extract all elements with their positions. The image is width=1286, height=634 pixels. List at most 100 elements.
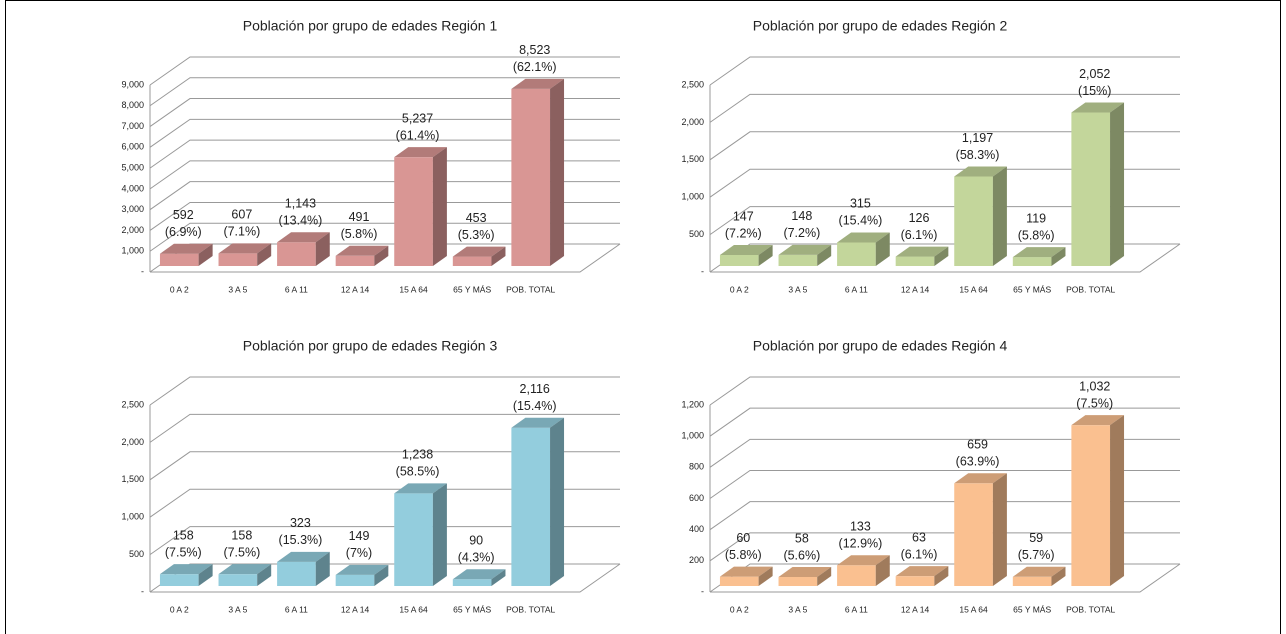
grid-line: [709, 206, 1180, 236]
chart-title: Población por grupo de edades Región 1: [243, 18, 498, 34]
y-tick-label: -: [701, 586, 704, 596]
bar-top: [954, 166, 1007, 177]
bar: [719, 245, 773, 266]
bar-top: [511, 78, 565, 89]
y-tick-label: -: [141, 266, 144, 276]
y-tick-label: -: [701, 266, 704, 276]
value-label: 5,237: [402, 111, 433, 125]
bar-top: [335, 564, 389, 575]
percent-label: (63.9%): [956, 455, 1000, 469]
bar: [452, 246, 506, 266]
bar-top: [511, 417, 565, 428]
bar: [837, 232, 890, 266]
bar-front: [954, 176, 993, 266]
grid-line: [709, 56, 1180, 86]
percent-label: (15.4%): [839, 214, 883, 228]
value-label: 158: [173, 528, 194, 542]
x-tick-label: 12 A 14: [901, 284, 930, 294]
percent-label: (13.4%): [279, 214, 323, 228]
grid-line: [709, 376, 1180, 406]
percent-label: (7.2%): [783, 226, 820, 240]
x-tick-label: 3 A 5: [228, 604, 247, 614]
bar: [394, 147, 447, 266]
bar-front: [1012, 576, 1052, 586]
bar-side: [758, 245, 773, 266]
bar: [277, 232, 330, 266]
bar-front: [159, 253, 199, 266]
bar-front: [335, 255, 375, 266]
value-label: 63: [912, 530, 926, 544]
grid-line: [149, 77, 620, 107]
bar-side: [875, 232, 890, 266]
y-tick-label: 500: [129, 549, 144, 559]
bar-side: [550, 78, 565, 266]
bar-front: [895, 576, 935, 586]
bar-front: [719, 255, 759, 266]
percent-label: (5.3%): [458, 228, 495, 242]
bar-top: [218, 564, 272, 575]
bar-front: [1012, 257, 1052, 266]
grid-line: [149, 181, 620, 211]
percent-label: (7.2%): [725, 226, 762, 240]
value-label: 2,052: [1079, 67, 1110, 81]
bar-side: [491, 246, 506, 266]
y-tick-label: 3,000: [121, 204, 144, 214]
y-tick-label: 7,000: [121, 121, 144, 131]
x-tick-label: 12 A 14: [901, 604, 930, 614]
bar: [837, 555, 890, 586]
bar-front: [452, 579, 492, 586]
grid-line: [149, 160, 620, 190]
x-tick-label: 0 A 2: [170, 284, 189, 294]
y-tick-label: 1,500: [681, 154, 704, 164]
percent-label: (12.9%): [839, 537, 883, 551]
bar: [1012, 247, 1066, 266]
value-label: 158: [231, 528, 252, 542]
x-tick-label: 12 A 14: [341, 284, 370, 294]
percent-label: (15.3%): [279, 533, 323, 547]
y-tick-label: 2,000: [681, 117, 704, 127]
bar-side: [817, 566, 832, 586]
x-tick-label: 0 A 2: [730, 604, 749, 614]
bar-top: [778, 566, 832, 577]
grid-line: [709, 407, 1180, 437]
bar: [335, 564, 389, 586]
bar-side: [934, 566, 949, 586]
bar: [218, 564, 272, 586]
y-tick-label: 9,000: [121, 79, 144, 89]
bar: [895, 246, 949, 266]
value-label: 8,523: [519, 43, 550, 57]
bar-side: [550, 417, 565, 586]
grid-line: [149, 98, 620, 127]
bar-top: [1012, 566, 1066, 577]
x-tick-label: 15 A 64: [399, 604, 428, 614]
y-tick-label: 1,000: [121, 512, 144, 522]
bar-top: [452, 246, 506, 257]
bar-front: [511, 88, 551, 266]
bar-front: [394, 157, 433, 266]
value-label: 59: [1029, 531, 1043, 545]
bar-top: [452, 569, 506, 580]
value-label: 119: [1026, 211, 1046, 225]
bar-side: [432, 483, 447, 586]
bar-front: [277, 561, 316, 586]
y-tick-label: 1,500: [121, 474, 144, 484]
value-label: 90: [469, 534, 483, 548]
x-tick-label: 15 A 64: [959, 604, 988, 614]
percent-label: (5.8%): [725, 548, 762, 562]
percent-label: (15.4%): [513, 399, 557, 413]
bar-front: [511, 427, 551, 586]
bar-front: [394, 493, 433, 586]
y-tick-label: 2,500: [121, 399, 144, 409]
bar: [218, 243, 272, 266]
bar-front: [719, 576, 759, 586]
value-label: 1,238: [402, 448, 433, 462]
chart-title: Población por grupo de edades Región 3: [243, 338, 498, 354]
value-label: 147: [733, 209, 754, 223]
bar: [511, 417, 565, 586]
bar-top: [159, 243, 213, 254]
x-tick-label: 6 A 11: [845, 284, 868, 294]
value-label: 1,143: [285, 197, 316, 211]
value-label: 491: [349, 210, 370, 224]
percent-label: (7.5%): [223, 545, 260, 559]
